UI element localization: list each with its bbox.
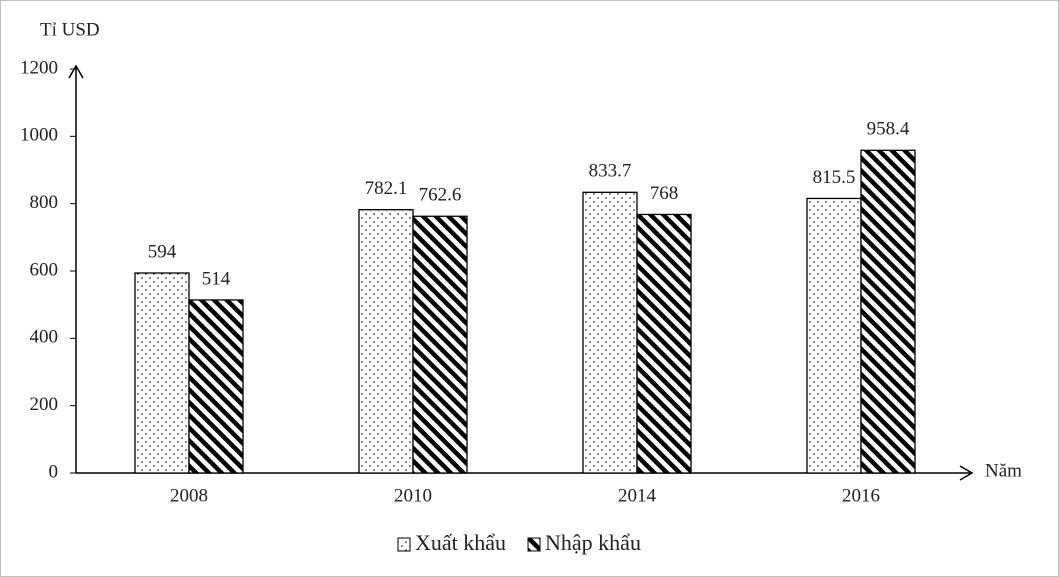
bar	[860, 149, 916, 474]
y-tick-label: 0	[49, 461, 59, 482]
legend-label: Xuất khẩu	[415, 530, 506, 555]
y-axis-label: Tỉ USD	[40, 19, 100, 40]
legend-label: Nhập khẩu	[545, 530, 641, 555]
x-tick-label: 2016	[842, 485, 880, 506]
value-label: 594	[148, 241, 177, 262]
bar	[636, 213, 692, 474]
bar	[358, 209, 414, 474]
value-label: 815.5	[813, 167, 856, 188]
value-label: 782.1	[365, 178, 408, 199]
y-tick-label: 600	[30, 259, 59, 280]
y-tick-label: 800	[30, 192, 59, 213]
value-label: 958.4	[867, 119, 910, 140]
bar	[188, 299, 244, 474]
bar	[582, 191, 638, 474]
y-tick-label: 1000	[20, 125, 58, 146]
bar	[412, 215, 468, 474]
y-tick-label: 200	[30, 394, 59, 415]
legend-swatch	[527, 537, 541, 552]
x-tick-label: 2010	[394, 485, 432, 506]
bar	[134, 272, 190, 474]
value-label: 768	[650, 183, 679, 204]
value-label: 514	[202, 268, 231, 289]
x-tick-label: 2008	[170, 485, 208, 506]
value-label: 833.7	[589, 161, 632, 182]
x-axis-label: Năm	[985, 460, 1022, 481]
y-tick-label: 400	[30, 327, 59, 348]
y-tick-label: 1200	[20, 57, 58, 78]
legend-swatch	[397, 537, 411, 552]
x-tick-label: 2014	[618, 485, 657, 506]
value-label: 762.6	[419, 185, 462, 206]
bar	[806, 197, 862, 474]
